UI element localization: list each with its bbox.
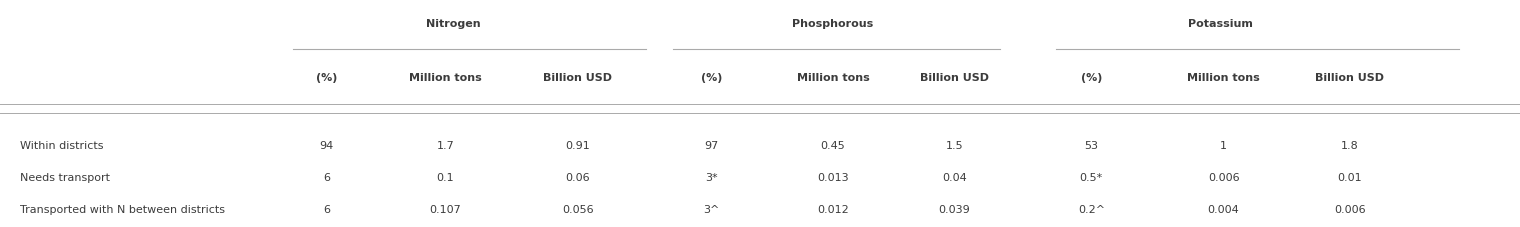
Text: 94: 94 — [319, 140, 334, 150]
Text: 0.1: 0.1 — [436, 172, 454, 182]
Text: 3^: 3^ — [704, 204, 719, 214]
Text: 1.7: 1.7 — [436, 140, 454, 150]
Text: Potassium: Potassium — [1189, 19, 1252, 29]
Text: Needs transport: Needs transport — [20, 172, 109, 182]
Text: 0.45: 0.45 — [821, 140, 845, 150]
Text: Million tons: Million tons — [409, 72, 482, 82]
Text: 6: 6 — [324, 204, 330, 214]
Text: Nitrogen: Nitrogen — [426, 19, 480, 29]
Text: 1.8: 1.8 — [1341, 140, 1359, 150]
Text: 0.056: 0.056 — [562, 204, 593, 214]
Text: 0.107: 0.107 — [430, 204, 461, 214]
Text: Within districts: Within districts — [20, 140, 103, 150]
Text: (%): (%) — [1081, 72, 1102, 82]
Text: Billion USD: Billion USD — [543, 72, 613, 82]
Text: Million tons: Million tons — [1187, 72, 1260, 82]
Text: Phosphorous: Phosphorous — [792, 19, 874, 29]
Text: (%): (%) — [701, 72, 722, 82]
Text: 1: 1 — [1221, 140, 1227, 150]
Text: 0.06: 0.06 — [565, 172, 590, 182]
Text: 97: 97 — [704, 140, 719, 150]
Text: 0.006: 0.006 — [1208, 172, 1239, 182]
Text: 0.04: 0.04 — [942, 172, 967, 182]
Text: 53: 53 — [1084, 140, 1099, 150]
Text: Billion USD: Billion USD — [920, 72, 990, 82]
Text: Million tons: Million tons — [796, 72, 869, 82]
Text: 1.5: 1.5 — [945, 140, 964, 150]
Text: 0.91: 0.91 — [565, 140, 590, 150]
Text: Transported with N between districts: Transported with N between districts — [20, 204, 225, 214]
Text: 0.2^: 0.2^ — [1078, 204, 1105, 214]
Text: 0.013: 0.013 — [818, 172, 848, 182]
Text: 0.012: 0.012 — [818, 204, 848, 214]
Text: 3*: 3* — [705, 172, 717, 182]
Text: 0.5*: 0.5* — [1079, 172, 1104, 182]
Text: 0.004: 0.004 — [1208, 204, 1239, 214]
Text: 0.006: 0.006 — [1335, 204, 1365, 214]
Text: 6: 6 — [324, 172, 330, 182]
Text: 0.01: 0.01 — [1338, 172, 1362, 182]
Text: Billion USD: Billion USD — [1315, 72, 1385, 82]
Text: 0.039: 0.039 — [939, 204, 970, 214]
Text: (%): (%) — [316, 72, 337, 82]
